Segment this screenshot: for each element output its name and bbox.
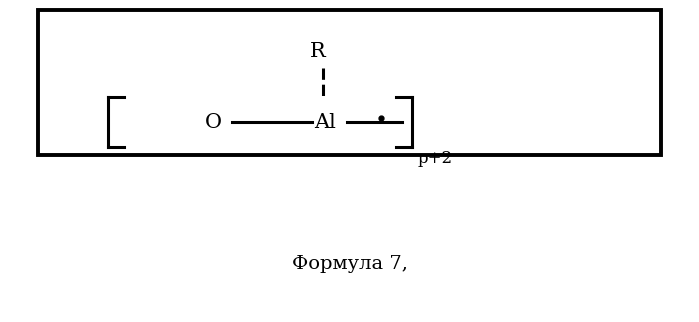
Bar	[38, 10, 661, 155]
Text: Al: Al	[314, 113, 336, 132]
Text: O: O	[205, 113, 222, 132]
Text: R: R	[310, 42, 326, 61]
Text: Формула 7,: Формула 7,	[291, 255, 408, 273]
Text: p+2: p+2	[418, 150, 453, 167]
